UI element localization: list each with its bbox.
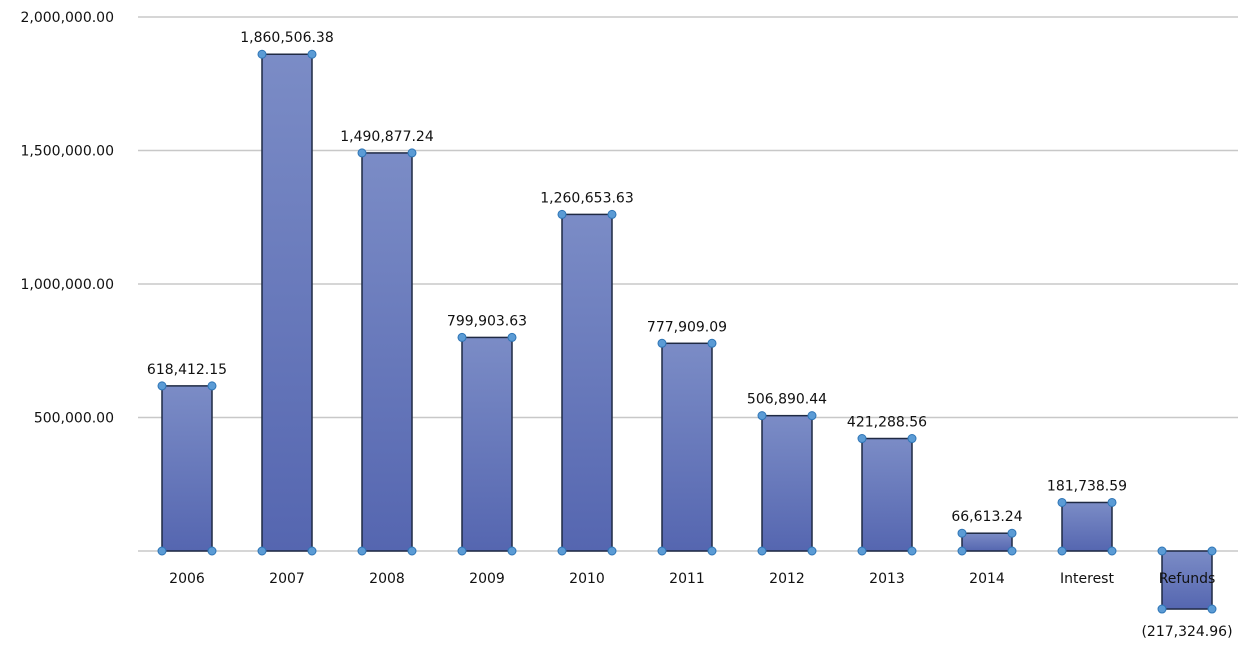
selection-handle	[607, 546, 617, 556]
y-tick-label: 2,000,000.00	[20, 10, 114, 26]
data-label: 506,890.44	[747, 392, 827, 408]
x-category-label: 2008	[369, 571, 405, 587]
selection-handle	[757, 411, 767, 421]
selection-handle	[807, 546, 817, 556]
selection-handle	[1057, 546, 1067, 556]
data-label: 1,490,877.24	[340, 129, 434, 145]
selection-handle	[507, 332, 517, 342]
data-label: (217,324.96)	[1141, 624, 1232, 640]
selection-handle	[707, 338, 717, 348]
selection-handle	[657, 338, 667, 348]
selection-handle	[157, 381, 167, 391]
bar-2010	[561, 213, 613, 552]
bars	[161, 53, 1213, 610]
bar-2009	[461, 336, 513, 552]
selection-handle	[207, 381, 217, 391]
data-label: 777,909.09	[647, 319, 727, 335]
selection-handle	[807, 411, 817, 421]
selection-handle	[457, 546, 467, 556]
selection-handle	[407, 546, 417, 556]
data-label: 1,260,653.63	[540, 190, 634, 206]
selection-handle	[657, 546, 667, 556]
selection-handle	[1007, 528, 1017, 538]
selection-handle	[357, 148, 367, 158]
selection-handle	[457, 332, 467, 342]
selection-handle	[907, 546, 917, 556]
bar-interest	[1061, 501, 1113, 552]
selection-handle	[257, 49, 267, 59]
bar-refunds	[1161, 550, 1213, 610]
selection-handle	[557, 546, 567, 556]
selection-handle	[1007, 546, 1017, 556]
x-category-label: 2011	[669, 571, 705, 587]
category-labels: 2006 2007 2008 2009 2010 2011 2012 2013 2014 Inte…	[169, 571, 1215, 587]
selection-handle	[1207, 604, 1217, 614]
bar-2014	[961, 532, 1013, 552]
selection-handles	[157, 49, 1217, 614]
bar-2013	[861, 437, 913, 552]
bar-2007	[261, 53, 313, 552]
data-label: 181,738.59	[1047, 478, 1127, 494]
x-category-label: Interest	[1060, 571, 1114, 587]
selection-handle	[1107, 497, 1117, 507]
bar-2011	[661, 342, 713, 552]
x-category-label: 2013	[869, 571, 905, 587]
data-label: 1,860,506.38	[240, 30, 334, 46]
gridlines	[138, 16, 1238, 552]
x-category-label: 2009	[469, 571, 505, 587]
x-category-label: 2006	[169, 571, 205, 587]
selection-handle	[407, 148, 417, 158]
y-tick-label: 500,000.00	[34, 411, 114, 427]
selection-handle	[307, 546, 317, 556]
selection-handle	[1057, 497, 1067, 507]
selection-handle	[357, 546, 367, 556]
selection-handle	[757, 546, 767, 556]
selection-handle	[1207, 546, 1217, 556]
x-category-label: 2010	[569, 571, 605, 587]
x-category-label: 2007	[269, 571, 305, 587]
selection-handle	[957, 546, 967, 556]
bar-2008	[361, 152, 413, 552]
y-tick-label: 1,000,000.00	[20, 277, 114, 293]
selection-handle	[257, 546, 267, 556]
selection-handle	[907, 434, 917, 444]
selection-handle	[207, 546, 217, 556]
y-axis-tick-labels: 500,000.00 1,000,000.00 1,500,000.00 2,000,…	[20, 10, 114, 427]
selection-handle	[507, 546, 517, 556]
selection-handle	[857, 434, 867, 444]
bar-2006	[161, 385, 213, 552]
data-label: 618,412.15	[147, 362, 227, 378]
selection-handle	[607, 209, 617, 219]
selection-handle	[307, 49, 317, 59]
selection-handle	[707, 546, 717, 556]
x-category-label: 2012	[769, 571, 805, 587]
selection-handle	[1157, 604, 1167, 614]
x-category-label: 2014	[969, 571, 1005, 587]
data-label: 421,288.56	[847, 415, 927, 431]
data-labels: 618,412.15 1,860,506.38 1,490,877.24 799,90…	[147, 30, 1233, 640]
y-tick-label: 1,500,000.00	[20, 144, 114, 160]
x-category-label: Refunds	[1159, 571, 1216, 587]
selection-handle	[157, 546, 167, 556]
selection-handle	[957, 528, 967, 538]
selection-handle	[857, 546, 867, 556]
selection-handle	[1107, 546, 1117, 556]
bar-2012	[761, 414, 813, 552]
data-label: 799,903.63	[447, 313, 527, 329]
selection-handle	[1157, 546, 1167, 556]
selection-handle	[557, 209, 567, 219]
data-label: 66,613.24	[951, 509, 1022, 525]
